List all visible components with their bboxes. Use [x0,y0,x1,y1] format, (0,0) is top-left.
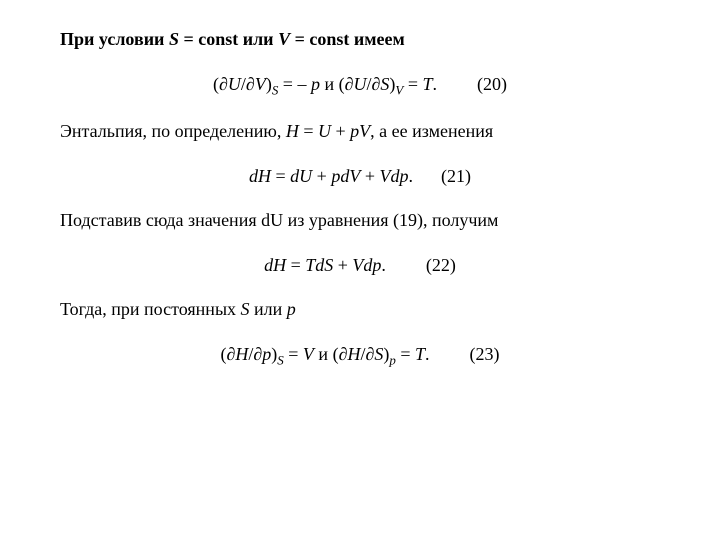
then-paragraph: Тогда, при постоянных S или p [60,298,660,321]
eq22-dH: dH [264,255,286,275]
then-pre: Тогда, при постоянных [60,299,241,319]
eq20-p: p [311,74,320,94]
eq23-eqV: = [284,344,303,364]
eq21-plus1: + [312,166,331,186]
eq22-eq: = [286,255,305,275]
eq23-and: и [314,344,333,364]
equation-22: dH = TdS + Vdp. (22) [60,254,660,277]
eq23-H2: H [347,344,360,364]
eq23-T: T [415,344,425,364]
equation-21: dH = dU + pdV + Vdp. (21) [60,165,660,188]
equation-21-number: (21) [441,165,471,188]
then-S: S [241,299,250,319]
eq23-d2: ∂ [253,344,262,364]
eq21-dU: dU [290,166,312,186]
eq20-and: и [320,74,339,94]
then-or: или [250,299,287,319]
eq21-dV: dV [340,166,360,186]
eq23-H: H [235,344,248,364]
heading-V: V [278,29,290,49]
eq22-V: V [352,255,363,275]
heading-line: При условии S = const или V = const имее… [60,28,660,51]
eq23-V: V [303,344,314,364]
enth-post: , а ее изменения [370,121,493,141]
equation-21-body: dH = dU + pdV + Vdp. [249,165,413,188]
eq21-dot: . [408,166,413,186]
equation-23-body: (∂H/∂p)S = V и (∂H/∂S)p = T. [220,343,429,369]
enth-V: V [359,121,370,141]
eq20-U: U [228,74,241,94]
eq22-dS: dS [315,255,333,275]
eq22-dp: dp [363,255,381,275]
equation-20-body: (∂U/∂V)S = – p и (∂U/∂S)V = T. [213,73,437,99]
eq20-eqminus: = – [278,74,311,94]
eq21-dp: dp [390,166,408,186]
enth-U: U [318,121,331,141]
eq22-T: T [305,255,315,275]
eq22-plus: + [333,255,352,275]
eq23-p: p [262,344,271,364]
eq22-dot: . [381,255,386,275]
eq20-dot: . [433,74,438,94]
enth-p: p [350,121,359,141]
eq20-U2: U [354,74,367,94]
heading-mid1: = const или [179,29,278,49]
enth-pre: Энтальпия, по определению, [60,121,286,141]
then-p: p [287,299,296,319]
equation-22-body: dH = TdS + Vdp. [264,254,386,277]
heading-pre: При условии [60,29,169,49]
enth-plus: + [331,121,350,141]
heading-S: S [169,29,179,49]
equation-22-number: (22) [426,254,456,277]
eq20-eqT: = [403,74,422,94]
eq21-plus2: + [360,166,379,186]
equation-20-number: (20) [477,73,507,96]
substitution-paragraph: Подставив сюда значения dU из уравнения … [60,209,660,232]
eq23-dot: . [425,344,430,364]
enthalpy-definition: Энтальпия, по определению, H = U + pV, а… [60,120,660,143]
equation-23: (∂H/∂p)S = V и (∂H/∂S)p = T. (23) [60,343,660,369]
eq21-V: V [379,166,390,186]
eq20-d2: ∂ [246,74,255,94]
eq20-d3: ∂ [345,74,354,94]
eq21-eq: = [271,166,290,186]
equation-23-number: (23) [470,343,500,366]
enth-eq: = [299,121,318,141]
heading-mid2: = const имеем [290,29,405,49]
eq21-p: p [331,166,340,186]
eq20-V: V [255,74,266,94]
eq21-dH: dH [249,166,271,186]
eq23-eqT: = [396,344,415,364]
enth-H: H [286,121,299,141]
equation-20: (∂U/∂V)S = – p и (∂U/∂S)V = T. (20) [60,73,660,99]
eq20-d1: ∂ [219,74,228,94]
document-page: При условии S = const или V = const имее… [0,0,720,369]
eq20-T: T [423,74,433,94]
